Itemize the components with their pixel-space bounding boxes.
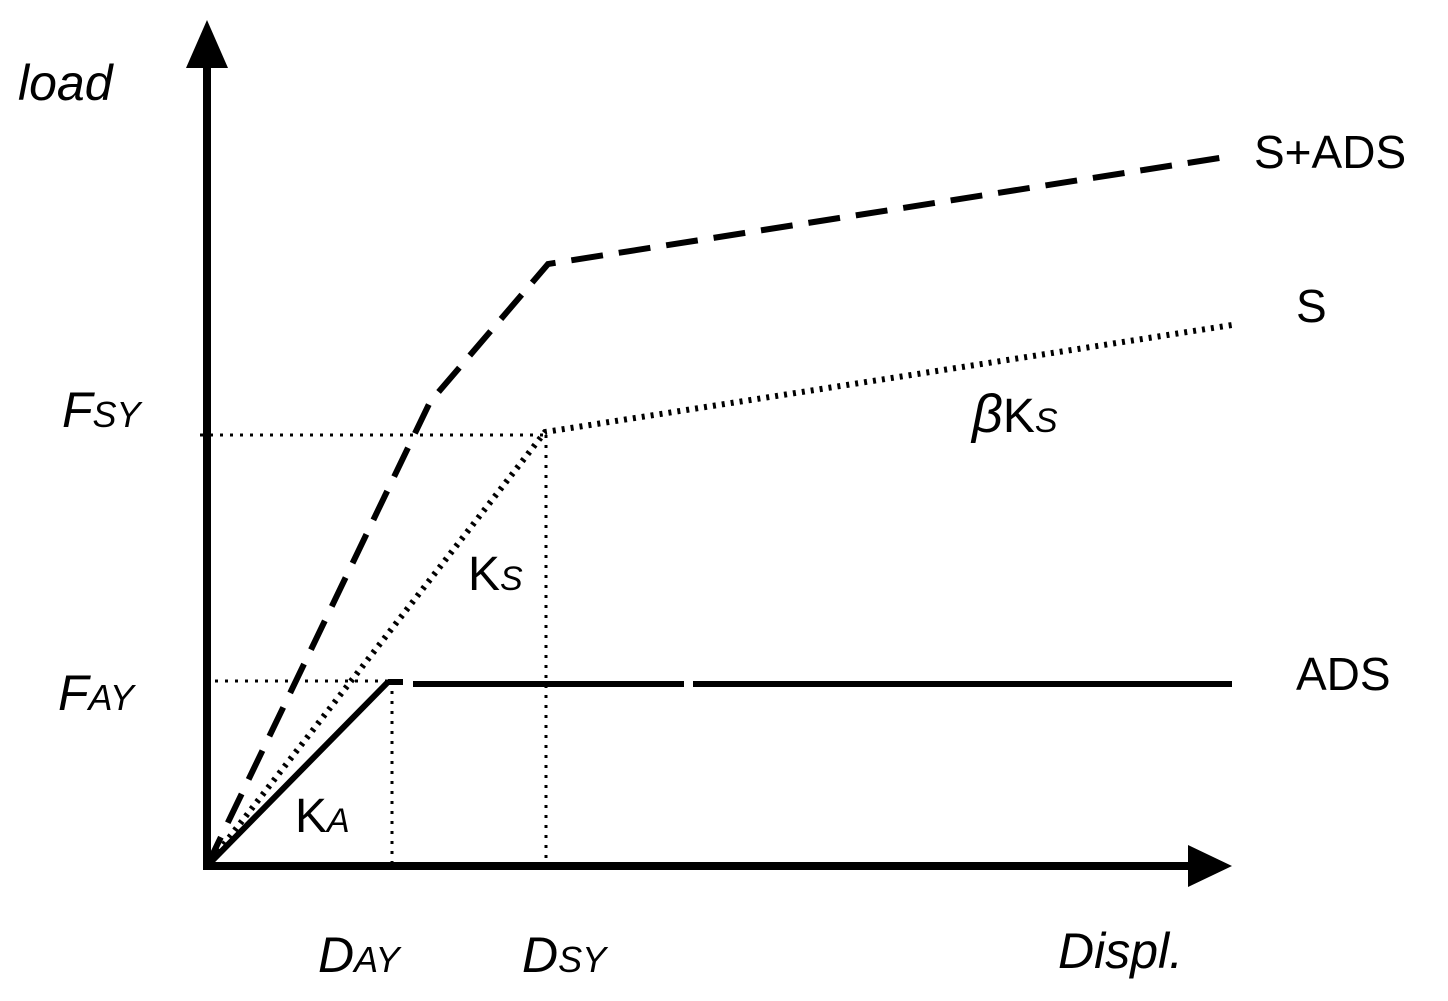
fay-sub: AY [87, 677, 137, 718]
s-label: S [1296, 280, 1327, 332]
s-ads-curve [204, 153, 1233, 868]
beta-ks-sub: S [1035, 402, 1058, 440]
ads-curve [204, 679, 1232, 869]
guide-lines [200, 433, 548, 862]
day-main: D [318, 927, 354, 983]
dsy-sub: SY [558, 939, 609, 980]
ks-main: K [468, 548, 500, 601]
dsy-main: D [522, 927, 558, 983]
day-label: DAY [318, 927, 402, 983]
fay-label: FAY [58, 665, 137, 721]
x-axis-arrowhead [1188, 845, 1232, 887]
axes [186, 20, 1232, 887]
s-ads-label: S+ADS [1254, 126, 1406, 178]
ka-sub: A [325, 802, 350, 840]
fsy-main: F [62, 382, 95, 438]
beta-symbol: β [970, 384, 1003, 444]
ks-sub: S [500, 560, 523, 598]
fay-main: F [58, 665, 91, 721]
beta-ks-label: βKS [970, 384, 1058, 444]
y-axis-arrowhead [186, 20, 228, 68]
day-sub: AY [352, 939, 402, 980]
y-axis-label: load [18, 55, 115, 111]
ka-main: K [295, 790, 327, 843]
ka-label: KA [295, 790, 350, 843]
fsy-sub: SY [93, 394, 144, 435]
s-curve [204, 322, 1233, 868]
ads-label: ADS [1296, 648, 1391, 700]
fsy-label: FSY [62, 382, 144, 438]
beta-ks-main: K [1003, 390, 1035, 443]
ks-label: KS [468, 548, 523, 601]
dsy-label: DSY [522, 927, 609, 983]
x-axis-label: Displ. [1058, 923, 1183, 979]
